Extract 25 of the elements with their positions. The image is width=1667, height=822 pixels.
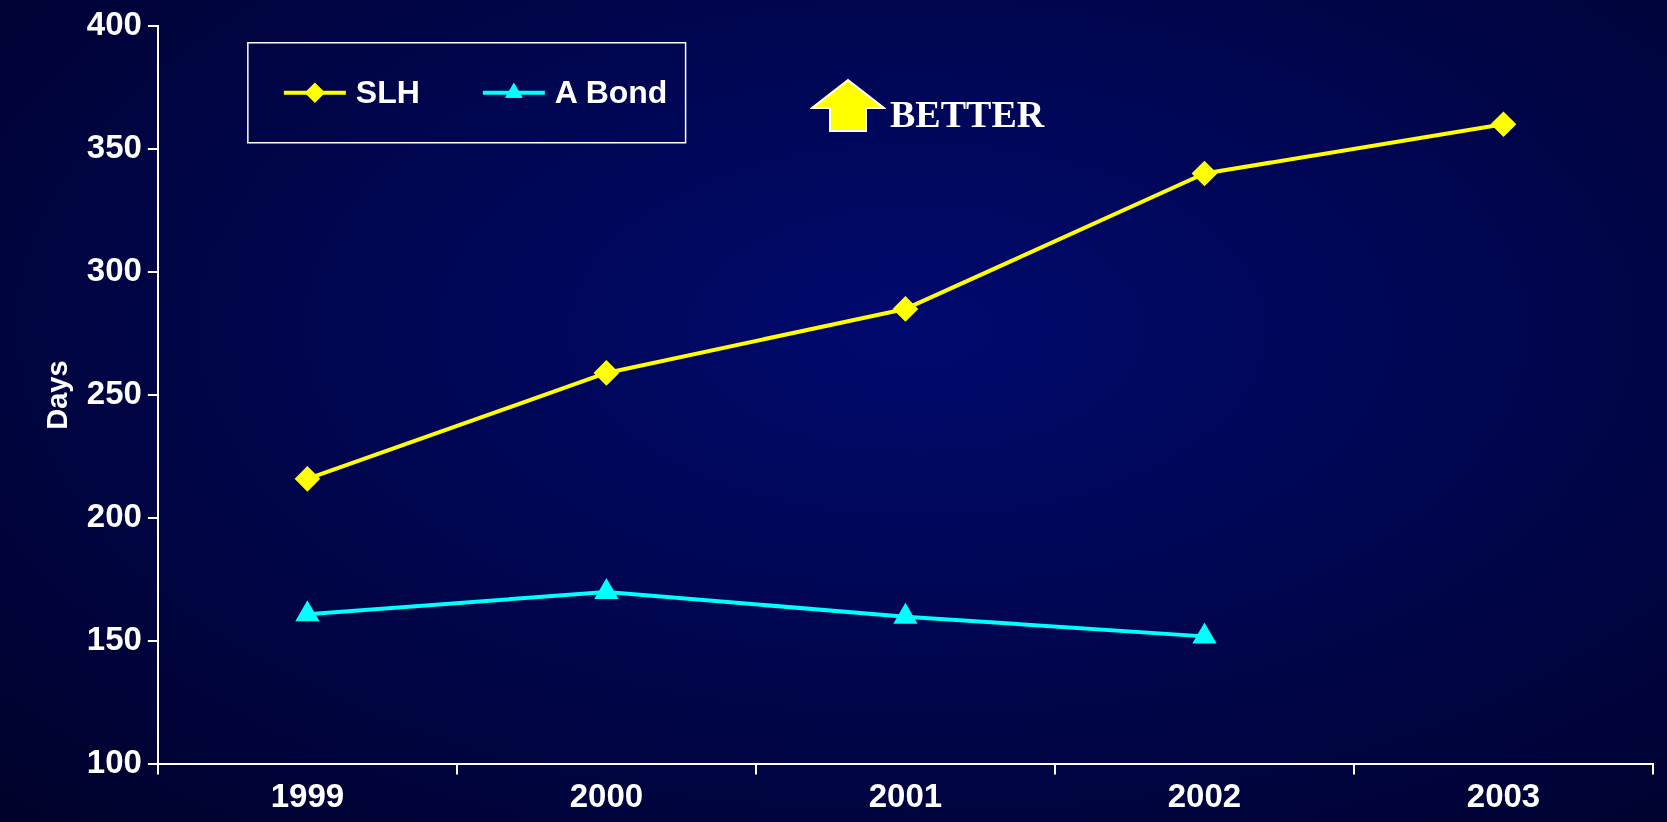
y-tick-label: 250 [86,374,142,412]
y-tick-label: 200 [86,497,142,535]
legend-label: SLH [355,73,420,110]
point [1491,112,1516,137]
point [594,360,619,385]
x-tick-label: 2002 [1167,777,1242,815]
y-tick-label: 300 [86,251,142,289]
y-tick-label: 100 [86,743,142,781]
legend-label: A Bond [554,73,668,110]
y-tick-label: 150 [86,620,142,658]
point [595,580,618,600]
y-axis-title: Days [41,360,74,430]
x-tick-label: 2000 [569,777,644,815]
x-tick-label: 2003 [1466,777,1541,815]
x-tick-label: 2001 [868,777,943,815]
y-tick-label: 350 [86,127,142,165]
point [1192,161,1217,186]
point [893,602,918,624]
y-tick-label: 400 [86,4,142,42]
annotation: BETTER [890,93,1045,135]
point [296,602,319,622]
x-tick-label: 1999 [270,777,345,815]
point [295,466,320,491]
point [893,296,918,321]
point [1193,624,1216,644]
